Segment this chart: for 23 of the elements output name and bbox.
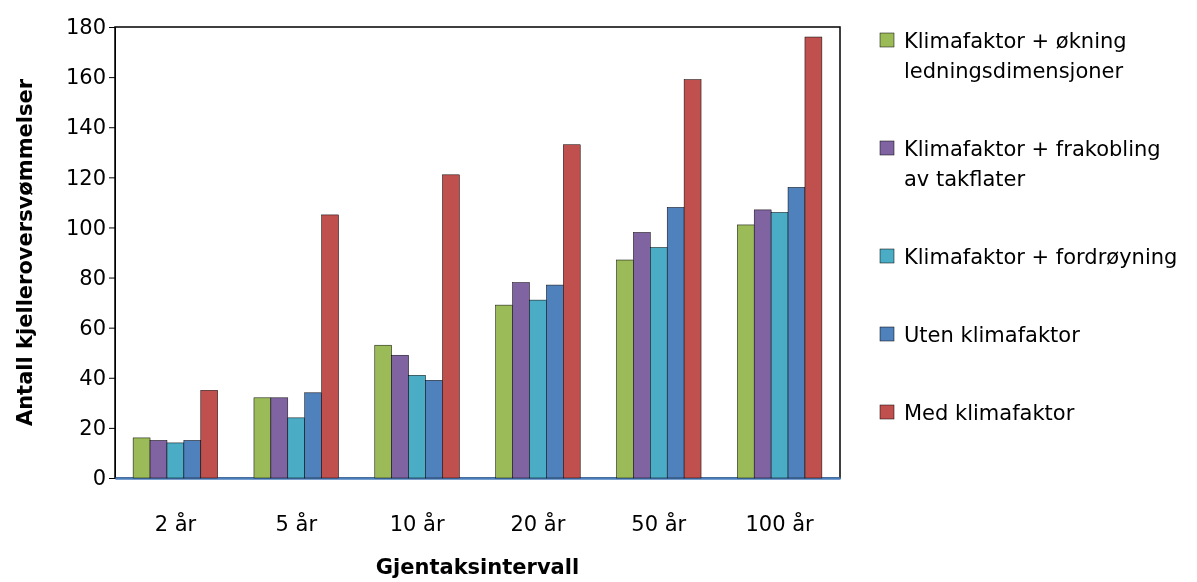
- y-tick-label: 180: [65, 15, 106, 40]
- y-tick-label: 100: [65, 215, 106, 240]
- legend-label: Klimafaktor + fordrøyning: [904, 245, 1178, 269]
- x-axis-title: Gjentaksintervall: [375, 555, 580, 579]
- x-tick-label: 10 år: [389, 510, 445, 536]
- x-tick-label: 100 år: [745, 510, 815, 536]
- legend-label: Klimafaktor + økning ledningsdimensjoner: [904, 29, 1127, 83]
- x-tick-label: 20 år: [510, 510, 566, 536]
- y-tick-label: 80: [79, 265, 106, 290]
- x-tick-label: 50 år: [631, 510, 687, 536]
- y-tick-label: 120: [65, 165, 106, 190]
- y-tick-label: 140: [65, 115, 106, 140]
- y-tick-label: 0: [92, 466, 106, 491]
- y-tick-label: 160: [65, 65, 106, 90]
- x-tick-label: 2 år: [154, 510, 197, 536]
- legend-label: Uten klimafaktor: [904, 323, 1081, 347]
- y-tick-label: 20: [79, 416, 106, 441]
- x-tick-label: 5 år: [275, 510, 318, 536]
- y-tick-label: 40: [79, 366, 106, 390]
- y-axis-title: Antall kjelleroversvømmelser: [13, 78, 37, 427]
- y-tick-label: 60: [79, 315, 106, 340]
- legend-label: Klimafaktor + frakobling av takflater: [904, 137, 1161, 191]
- legend-label: Med klimafaktor: [904, 401, 1075, 425]
